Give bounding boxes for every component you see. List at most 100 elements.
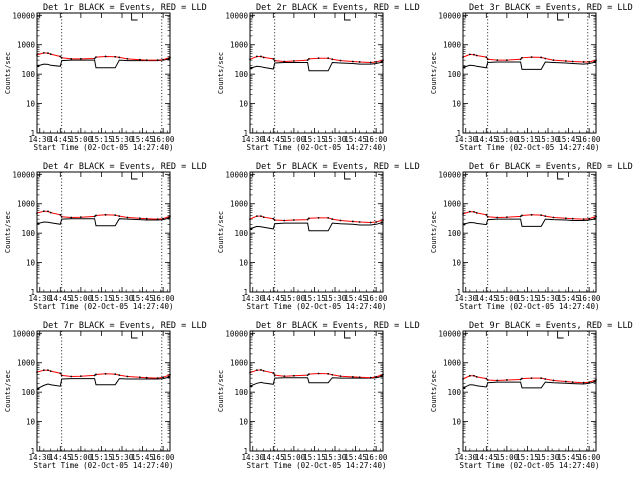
lld-data-point xyxy=(272,372,275,374)
x-tick-label: 15:15 xyxy=(303,294,326,303)
lld-data-point xyxy=(519,215,522,218)
x-tick-label: 15:30 xyxy=(111,294,134,303)
y-tick-label: 1 xyxy=(243,129,248,138)
y-tick-label: 1 xyxy=(30,288,35,297)
series-end-dot xyxy=(593,380,596,383)
x-tick-label: 16:00 xyxy=(365,294,388,303)
lld-data-point xyxy=(351,376,354,378)
x-tick-label: 15:45 xyxy=(131,135,154,144)
lld-data-point xyxy=(156,218,159,221)
x-tick-label: 15:15 xyxy=(90,294,113,303)
lld-data-point xyxy=(272,217,275,220)
y-tick-label: 100 xyxy=(21,70,35,79)
lld-data-point xyxy=(145,376,148,379)
y-tick-label: 10 xyxy=(239,100,249,109)
y-tick-label: 10000 xyxy=(438,329,461,338)
y-tick-label: 10 xyxy=(239,259,249,268)
lld-series-line xyxy=(36,52,171,61)
x-tick-label: 15:30 xyxy=(537,294,560,303)
lld-data-point xyxy=(382,373,384,376)
lld-data-point xyxy=(369,221,372,224)
x-axis-label: Start Time (02-Oct-05 14:27:40) xyxy=(247,302,387,311)
lld-data-point xyxy=(93,374,96,377)
lld-series-line xyxy=(462,53,597,63)
series-start-dot xyxy=(37,64,40,68)
panel-det-3: Det 3r BLACK = Events, RED = LLD 1 10 100 10… xyxy=(430,3,633,152)
y-tick-label: 1 xyxy=(456,288,461,297)
panel-title: Det 7r BLACK = Events, RED = LLD xyxy=(43,321,207,331)
lld-data-point xyxy=(70,216,73,219)
series-start-dot xyxy=(250,66,253,70)
lld-data-point xyxy=(496,59,499,62)
y-tick-label: 1 xyxy=(456,447,461,456)
panel-det-2: Det 2r BLACK = Events, RED = LLD 1 10 100 10… xyxy=(217,3,420,152)
lld-data-point xyxy=(118,374,121,377)
lld-data-point xyxy=(485,213,488,216)
series-end-dot xyxy=(593,217,596,220)
x-tick-label: 14:45 xyxy=(475,294,498,303)
lld-data-point xyxy=(530,377,533,380)
panel-title: Det 1r BLACK = Events, RED = LLD xyxy=(43,3,207,13)
lld-data-point xyxy=(496,379,499,382)
lld-data-point xyxy=(308,58,310,60)
events-series-line xyxy=(249,61,384,72)
x-axis-label: Start Time (02-Oct-05 14:27:40) xyxy=(460,143,600,152)
y-tick-label: 100 xyxy=(21,388,35,397)
lld-data-point xyxy=(49,211,52,214)
lld-data-point xyxy=(145,217,148,220)
lld-data-point xyxy=(260,369,262,371)
x-axis-label: Start Time (02-Oct-05 14:27:40) xyxy=(34,143,174,152)
lld-data-point xyxy=(519,58,522,61)
lld-series-line xyxy=(36,210,171,220)
y-axis-label: Counts/sec xyxy=(4,52,12,94)
x-tick-label: 14:45 xyxy=(49,453,72,462)
lld-data-point xyxy=(317,217,320,219)
lld-data-point xyxy=(382,59,384,62)
lld-data-point xyxy=(255,55,258,58)
lld-series-line xyxy=(249,215,384,224)
x-tick-label: 15:45 xyxy=(131,453,154,462)
x-tick-label: 16:00 xyxy=(152,453,175,462)
panel-title: Det 6r BLACK = Events, RED = LLD xyxy=(469,162,633,172)
lld-data-point xyxy=(283,375,286,378)
y-tick-label: 10000 xyxy=(438,11,461,20)
x-tick-label: 14:30 xyxy=(454,135,477,144)
lld-data-point xyxy=(79,375,82,378)
x-tick-label: 15:00 xyxy=(70,453,93,462)
lld-data-point xyxy=(308,217,310,220)
lld-data-point xyxy=(70,375,73,378)
lld-data-point xyxy=(306,374,309,377)
lld-data-point xyxy=(544,378,547,380)
panel-title: Det 9r BLACK = Events, RED = LLD xyxy=(469,321,633,331)
lld-data-point xyxy=(317,372,320,375)
lld-data-point xyxy=(486,215,489,218)
lld-data-point xyxy=(544,57,547,60)
panel-title: Det 2r BLACK = Events, RED = LLD xyxy=(256,3,420,13)
lld-data-point xyxy=(571,217,574,220)
lld-data-point xyxy=(292,60,295,62)
panel-title: Det 4r BLACK = Events, RED = LLD xyxy=(43,162,207,172)
y-tick-label: 10 xyxy=(452,100,462,109)
y-tick-label: 100 xyxy=(447,388,461,397)
x-tick-label: 14:45 xyxy=(49,135,72,144)
x-tick-label: 14:45 xyxy=(475,135,498,144)
lld-series-line xyxy=(36,369,171,379)
lld-data-point xyxy=(36,54,38,56)
lld-data-point xyxy=(93,215,96,218)
lld-data-point xyxy=(327,372,330,375)
lld-data-point xyxy=(462,378,464,380)
y-tick-label: 10000 xyxy=(225,170,248,179)
lld-data-point xyxy=(468,374,471,377)
panel-det-1: Det 1r BLACK = Events, RED = LLD 1 10 100 10… xyxy=(4,3,207,152)
lld-data-point xyxy=(564,217,567,220)
lld-data-point xyxy=(358,376,361,379)
lld-data-point xyxy=(571,60,574,63)
y-tick-label: 10 xyxy=(239,418,249,427)
y-axis-label: Counts/sec xyxy=(430,211,438,253)
x-tick-label: 15:45 xyxy=(557,294,580,303)
x-tick-label: 14:45 xyxy=(262,294,285,303)
panel-det-7: Det 7r BLACK = Events, RED = LLD 1 10 100 10… xyxy=(4,321,207,470)
lld-data-point xyxy=(521,56,523,59)
y-tick-label: 1000 xyxy=(443,200,462,209)
lld-data-point xyxy=(273,374,276,377)
